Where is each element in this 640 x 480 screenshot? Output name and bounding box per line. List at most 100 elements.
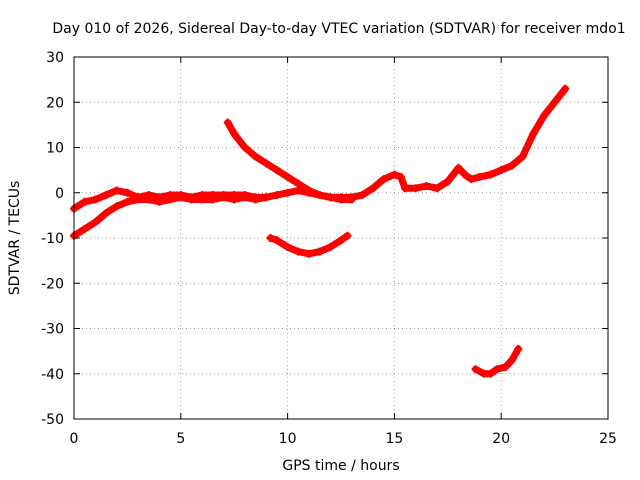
- data-point: [272, 191, 281, 200]
- data-point: [486, 369, 495, 378]
- data-point: [304, 249, 313, 258]
- data-point: [347, 195, 356, 204]
- ticks: [73, 56, 609, 420]
- data-point: [112, 186, 121, 195]
- data-point: [134, 195, 143, 204]
- data-point: [155, 197, 164, 206]
- data-point: [501, 362, 510, 371]
- data-point: [326, 243, 335, 252]
- data-point: [102, 209, 111, 218]
- y-tick-label: -40: [41, 367, 64, 383]
- data-point: [390, 170, 399, 179]
- data-point: [337, 236, 345, 245]
- data-point: [262, 193, 271, 202]
- x-tick-label: 25: [599, 431, 617, 447]
- data-point: [433, 184, 442, 193]
- data-point: [198, 195, 207, 204]
- data-point: [272, 236, 281, 245]
- data-point: [475, 172, 484, 181]
- y-axis-label: SDTVAR / TECUs: [7, 181, 23, 296]
- data-point: [369, 184, 378, 193]
- data-point: [486, 170, 495, 179]
- data-point: [266, 234, 275, 242]
- data-point: [467, 175, 476, 184]
- y-tick-label: 0: [55, 186, 64, 202]
- tick-labels: 0 5 10 15 20 25 -50 -40 -30 -20 -10 0 10 20 30: [41, 50, 617, 447]
- data-point: [166, 195, 175, 204]
- x-axis-label: GPS time / hours: [282, 458, 399, 474]
- data-point: [514, 344, 523, 353]
- data-point: [283, 243, 292, 252]
- x-tick-label: 20: [492, 431, 510, 447]
- data-point: [294, 247, 303, 256]
- data-point: [187, 195, 196, 204]
- y-tick-label: 30: [46, 50, 64, 66]
- series-track-main: [70, 85, 569, 213]
- series-layer: [70, 84, 570, 378]
- data-point: [379, 175, 388, 184]
- chart-title: Day 010 of 2026, Sidereal Day-to-day VTE…: [52, 21, 625, 37]
- data-point: [460, 170, 469, 179]
- data-point: [471, 365, 480, 374]
- data-point: [272, 166, 281, 175]
- x-tick-label: 5: [176, 431, 185, 447]
- series-track-descending: [224, 119, 356, 203]
- y-tick-label: -50: [41, 412, 64, 428]
- x-tick-label: 15: [385, 431, 403, 447]
- data-point: [326, 193, 335, 202]
- data-point: [240, 193, 249, 202]
- data-point: [251, 152, 260, 161]
- data-point: [240, 143, 249, 152]
- data-point: [315, 191, 324, 200]
- data-point: [230, 195, 239, 204]
- data-point: [454, 163, 463, 172]
- data-point: [492, 365, 501, 374]
- data-point: [443, 177, 452, 186]
- data-point: [507, 356, 516, 365]
- x-tick-label: 0: [70, 431, 79, 447]
- data-point: [262, 159, 271, 168]
- data-point: [80, 197, 89, 206]
- data-point: [529, 129, 538, 138]
- data-point: [91, 195, 100, 204]
- y-tick-label: -30: [41, 322, 64, 338]
- y-tick-label: -20: [41, 276, 64, 292]
- data-point: [315, 247, 324, 256]
- data-point: [208, 195, 217, 204]
- data-point: [91, 218, 100, 227]
- data-point: [219, 193, 228, 202]
- data-point: [102, 191, 111, 200]
- data-point: [396, 172, 405, 181]
- data-point: [401, 184, 410, 193]
- data-point: [550, 98, 559, 107]
- data-point: [561, 84, 570, 93]
- data-point: [497, 166, 506, 175]
- data-point: [283, 188, 292, 197]
- data-point: [539, 111, 548, 120]
- data-point: [176, 193, 185, 202]
- data-point: [80, 224, 89, 233]
- data-point: [294, 179, 303, 188]
- data-point: [518, 152, 527, 161]
- data-point: [304, 186, 313, 195]
- data-point: [283, 172, 292, 181]
- data-point: [123, 197, 132, 206]
- y-tick-label: -10: [41, 231, 64, 247]
- grid: [74, 57, 608, 419]
- data-point: [422, 181, 431, 190]
- data-point: [358, 191, 367, 200]
- y-tick-label: 10: [46, 141, 64, 157]
- data-point: [223, 118, 232, 127]
- data-point: [123, 188, 132, 197]
- data-point: [507, 161, 516, 170]
- data-point: [411, 184, 420, 193]
- data-point: [144, 195, 153, 204]
- data-point: [343, 231, 352, 240]
- data-point: [112, 202, 121, 211]
- data-point: [251, 195, 260, 204]
- y-tick-label: 20: [46, 95, 64, 111]
- data-point: [337, 195, 345, 204]
- data-point: [230, 129, 239, 138]
- x-tick-label: 10: [279, 431, 297, 447]
